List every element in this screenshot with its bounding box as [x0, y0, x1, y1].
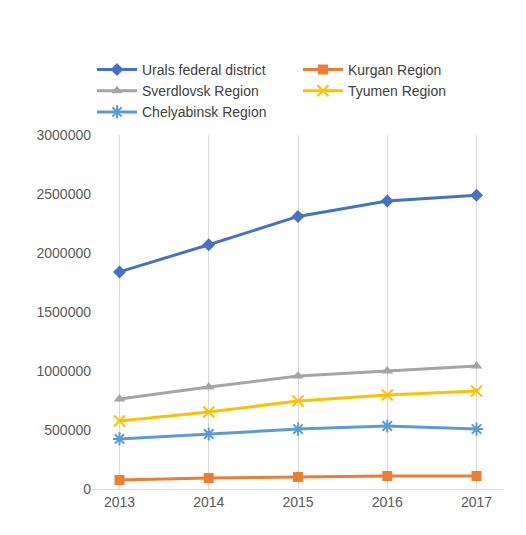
svg-text:2500000: 2500000 — [36, 186, 91, 202]
svg-text:Chelyabinsk Region: Chelyabinsk Region — [142, 104, 267, 120]
svg-text:2017: 2017 — [461, 494, 492, 510]
svg-text:2000000: 2000000 — [36, 245, 91, 261]
svg-text:Urals federal district: Urals federal district — [142, 62, 266, 78]
svg-text:2013: 2013 — [104, 494, 135, 510]
svg-text:Sverdlovsk Region: Sverdlovsk Region — [142, 83, 259, 99]
svg-text:2015: 2015 — [282, 494, 313, 510]
svg-text:Kurgan Region: Kurgan Region — [348, 62, 441, 78]
svg-text:1500000: 1500000 — [36, 304, 91, 320]
svg-text:3000000: 3000000 — [36, 127, 91, 143]
svg-text:1000000: 1000000 — [36, 363, 91, 379]
svg-text:2016: 2016 — [372, 494, 403, 510]
svg-text:0: 0 — [83, 481, 91, 497]
svg-text:2014: 2014 — [193, 494, 224, 510]
svg-text:500000: 500000 — [44, 422, 91, 438]
svg-text:Tyumen Region: Tyumen Region — [348, 83, 446, 99]
